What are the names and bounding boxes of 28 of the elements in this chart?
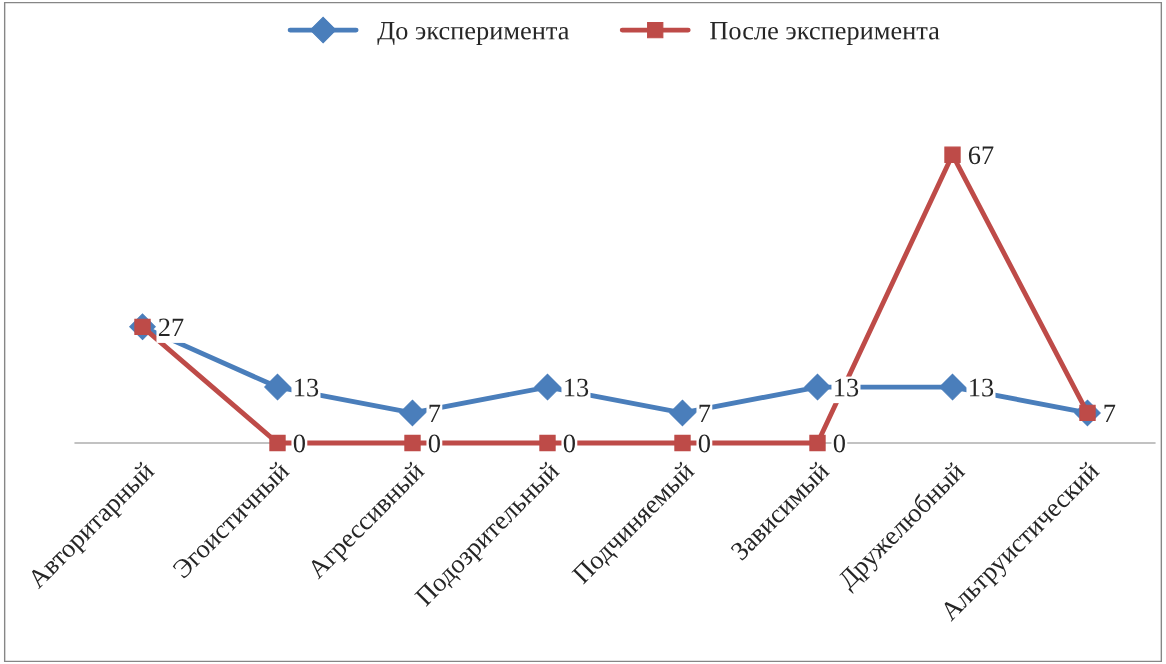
data-label: 0 bbox=[833, 434, 845, 453]
point bbox=[669, 399, 696, 427]
point bbox=[944, 146, 961, 163]
data-label: 13 bbox=[295, 378, 319, 397]
data-label: 67 bbox=[968, 146, 994, 165]
data-label: 0 bbox=[293, 434, 305, 453]
point bbox=[939, 373, 966, 401]
point bbox=[264, 373, 291, 401]
data-label: 7 bbox=[699, 404, 711, 423]
point bbox=[674, 434, 691, 452]
data-label: 0 bbox=[698, 434, 710, 453]
legend-label: После эксперимента bbox=[710, 22, 940, 45]
data-label: 7 bbox=[1104, 404, 1116, 423]
point bbox=[539, 434, 556, 452]
point bbox=[804, 373, 831, 401]
legend-label: До эксперимента bbox=[377, 22, 570, 45]
data-label: 13 bbox=[835, 378, 859, 397]
point bbox=[399, 399, 426, 427]
data-label: 0 bbox=[563, 434, 575, 453]
point bbox=[404, 434, 421, 452]
point bbox=[809, 434, 826, 452]
data-label: 13 bbox=[970, 378, 994, 397]
point bbox=[534, 373, 561, 401]
data-label: 13 bbox=[565, 378, 589, 397]
point bbox=[269, 434, 286, 452]
data-label: 7 bbox=[429, 404, 441, 423]
data-label: 27 bbox=[158, 318, 184, 336]
data-label: 0 bbox=[428, 434, 440, 453]
